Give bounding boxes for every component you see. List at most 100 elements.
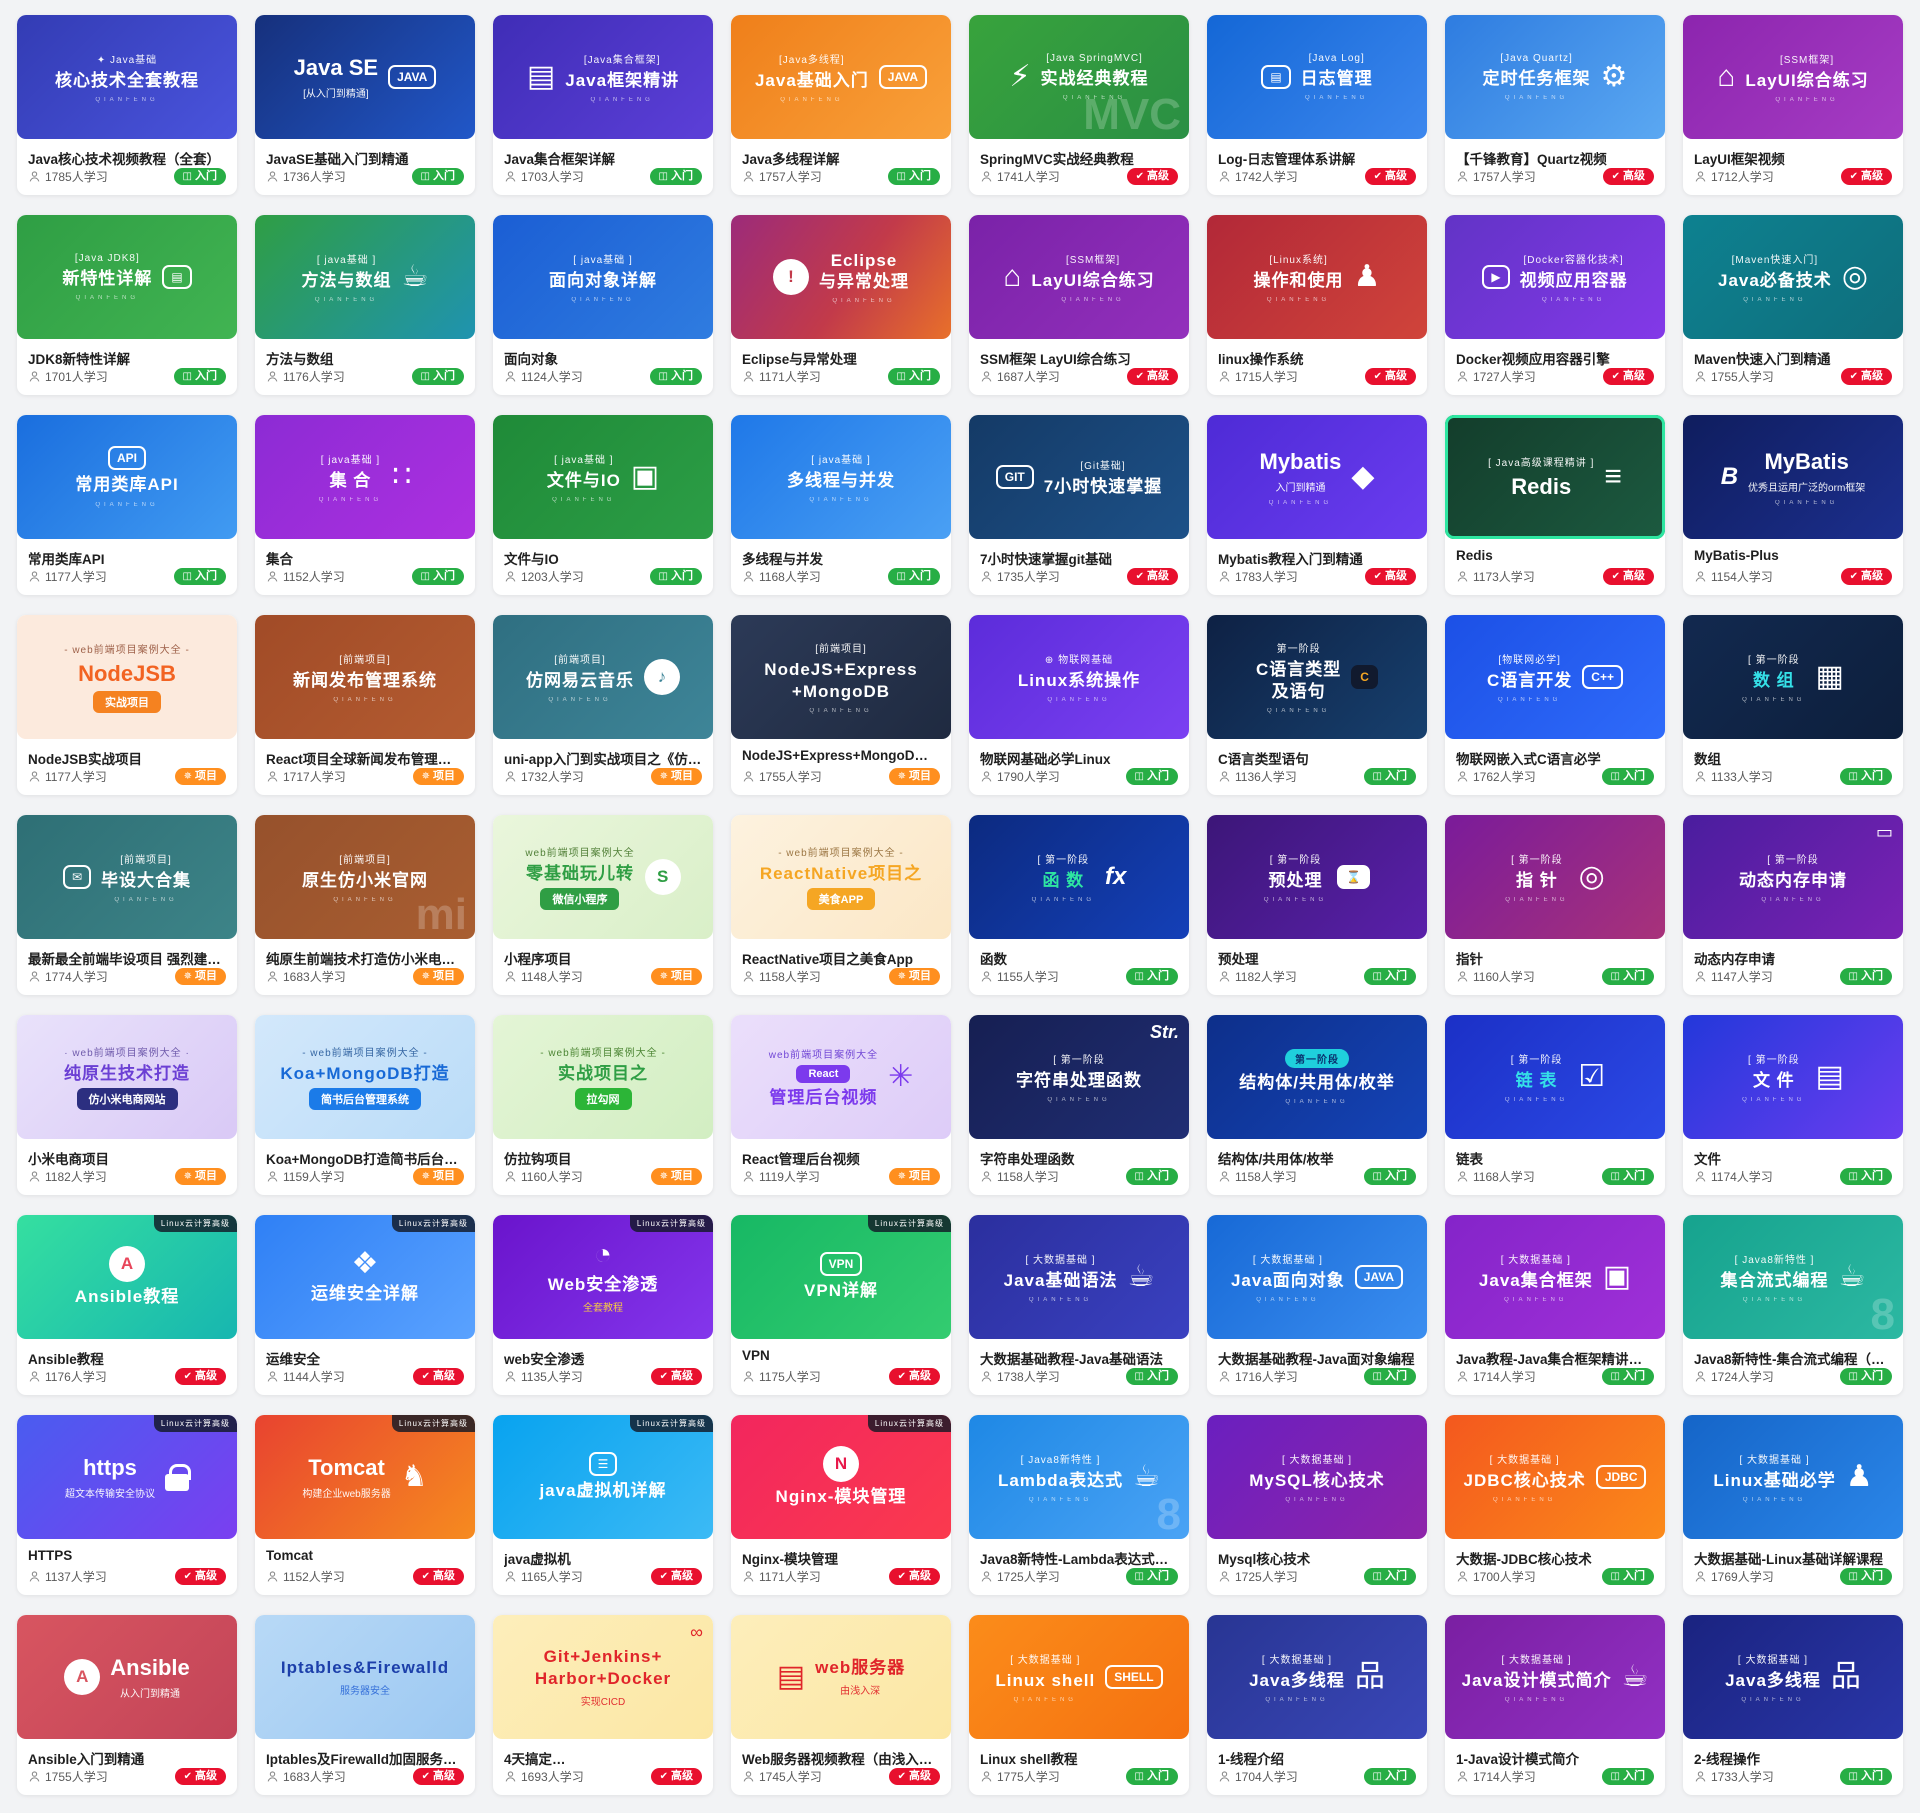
course-thumbnail[interactable]: [ 第一阶段 文 件 QIANFENG ▤ bbox=[1683, 1015, 1903, 1139]
course-thumbnail[interactable]: [ 第一阶段 预处理 QIANFENG ⌛ bbox=[1207, 815, 1427, 939]
course-thumbnail[interactable]: [ 大数据基础 ] JDBC核心技术 QIANFENG JDBC bbox=[1445, 1415, 1665, 1539]
course-thumbnail[interactable]: ✦ Java基础 核心技术全套教程 QIANFENG bbox=[17, 15, 237, 139]
course-title[interactable]: 指针 bbox=[1456, 952, 1483, 967]
course-card[interactable]: Linux云计算高级 N Nginx-模块管理 Nginx-模块管理 bbox=[731, 1415, 951, 1595]
course-card[interactable]: - web前端项目案例大全 - NodeJSB 实战项目 NodeJSB实战项目… bbox=[17, 615, 237, 795]
course-thumbnail[interactable]: Iptables&Firewalld 服务器安全 bbox=[255, 1615, 475, 1739]
course-title[interactable]: Mysql核心技术 bbox=[1218, 1552, 1311, 1567]
course-thumbnail[interactable]: [ java基础 ] 文件与IO QIANFENG ▣ bbox=[493, 415, 713, 539]
course-card[interactable]: [ Java8新特性 ] 集合流式编程 QIANFENG ☕ 8 Java8新特… bbox=[1683, 1215, 1903, 1395]
course-card[interactable]: web前端项目案例大全 零基础玩儿转 微信小程序 S 小程序项目 1148人学习 bbox=[493, 815, 713, 995]
course-title[interactable]: 大数据基础-Linux基础详解课程 bbox=[1694, 1552, 1883, 1567]
course-title[interactable]: Maven快速入门到精通 bbox=[1694, 352, 1831, 367]
course-card[interactable]: [ 大数据基础 ] Java设计模式简介 QIANFENG ☕ 1-Java设计… bbox=[1445, 1615, 1665, 1795]
course-thumbnail[interactable]: [ 大数据基础 ] Java集合框架 QIANFENG ▣ bbox=[1445, 1215, 1665, 1339]
course-title[interactable]: 文件与IO bbox=[504, 552, 559, 567]
course-title[interactable]: 结构体/共用体/枚举 bbox=[1218, 1152, 1334, 1167]
course-card[interactable]: 第一阶段 结构体/共用体/枚举 QIANFENG 结构体/共用体/枚举 1158… bbox=[1207, 1015, 1427, 1195]
course-title[interactable]: MyBatis-Plus bbox=[1694, 548, 1779, 563]
course-title[interactable]: Java多线程详解 bbox=[742, 152, 840, 167]
course-thumbnail[interactable]: [ 大数据基础 ] Java面向对象 QIANFENG JAVA bbox=[1207, 1215, 1427, 1339]
course-card[interactable]: Linux云计算高级 ☰ java虚拟机详解 java虚拟机 bbox=[493, 1415, 713, 1595]
course-title[interactable]: HTTPS bbox=[28, 1548, 73, 1563]
course-card[interactable]: [ java基础 ] 集 合 QIANFENG ∷ 集合 1152人学习 bbox=[255, 415, 475, 595]
course-title[interactable]: 最新最全前端毕设项目 强烈建… bbox=[28, 952, 221, 967]
course-title[interactable]: 纯原生前端技术打造仿小米电商… bbox=[266, 952, 464, 967]
course-card[interactable]: [ java基础 ] 面向对象详解 QIANFENG 面向对象 1124人学习 bbox=[493, 215, 713, 395]
course-title[interactable]: 物联网嵌入式C语言必学 bbox=[1456, 752, 1601, 767]
course-thumbnail[interactable]: [ Java8新特性 ] Lambda表达式 QIANFENG ☕ 8 bbox=[969, 1415, 1189, 1539]
course-thumbnail[interactable]: [Java Quartz] 定时任务框架 QIANFENG ⚙ bbox=[1445, 15, 1665, 139]
course-card[interactable]: ▶ [Docker容器化技术] 视频应用容器 QIANFENG Docker视频… bbox=[1445, 215, 1665, 395]
course-title[interactable]: 1-Java设计模式简介 bbox=[1456, 1752, 1580, 1767]
course-title[interactable]: LayUI框架视频 bbox=[1694, 152, 1785, 167]
course-title[interactable]: web安全渗透 bbox=[504, 1352, 585, 1367]
course-card[interactable]: [ 大数据基础 ] Linux基础必学 QIANFENG ♟ 大数据基础-Lin… bbox=[1683, 1415, 1903, 1595]
course-card[interactable]: - web前端项目案例大全 - Koa+MongoDB打造 简书后台管理系统 K… bbox=[255, 1015, 475, 1195]
course-title[interactable]: 1-线程介绍 bbox=[1218, 1752, 1285, 1767]
course-thumbnail[interactable]: ⚡ [Java SpringMVC] 实战经典教程 QIANFENG MVC bbox=[969, 15, 1189, 139]
course-thumbnail[interactable]: - web前端项目案例大全 - 实战项目之 拉勾网 bbox=[493, 1015, 713, 1139]
course-card[interactable]: [ 第一阶段 指 针 QIANFENG ◎ 指针 1160人学习 bbox=[1445, 815, 1665, 995]
course-card[interactable]: [ 大数据基础 ] Java集合框架 QIANFENG ▣ Java教程-Jav… bbox=[1445, 1215, 1665, 1395]
course-title[interactable]: Java8新特性-集合流式编程（… bbox=[1694, 1352, 1885, 1367]
course-thumbnail[interactable]: web前端项目案例大全 React 管理后台视频 ✳ bbox=[731, 1015, 951, 1139]
course-card[interactable]: [Java JDK8] 新特性详解 QIANFENG ▤ JDK8新特性详解 1… bbox=[17, 215, 237, 395]
course-title[interactable]: NodeJSB实战项目 bbox=[28, 752, 143, 767]
course-title[interactable]: java虚拟机 bbox=[504, 1552, 571, 1567]
course-thumbnail[interactable]: [ 大数据基础 ] Linux shell QIANFENG SHELL bbox=[969, 1615, 1189, 1739]
course-card[interactable]: API 常用类库API QIANFENG 常用类库API 1177人学习 bbox=[17, 415, 237, 595]
course-card[interactable]: ✉ [前端项目] 毕设大合集 QIANFENG 最新最全前端毕设项目 强烈建… bbox=[17, 815, 237, 995]
course-card[interactable]: [ java基础 ] 方法与数组 QIANFENG ☕ 方法与数组 1176人学… bbox=[255, 215, 475, 395]
course-thumbnail[interactable]: [ 第一阶段 指 针 QIANFENG ◎ bbox=[1445, 815, 1665, 939]
course-card[interactable]: [前端项目] 仿网易云音乐 QIANFENG ♪ uni-app入门到实战项目之… bbox=[493, 615, 713, 795]
course-title[interactable]: SSM框架 LayUI综合练习 bbox=[980, 352, 1131, 367]
course-title[interactable]: 集合 bbox=[266, 552, 293, 567]
course-title[interactable]: Java核心技术视频教程（全套） bbox=[28, 152, 221, 167]
course-card[interactable]: [前端项目] 新闻发布管理系统 QIANFENG React项目全球新闻发布管理… bbox=[255, 615, 475, 795]
course-thumbnail[interactable]: [ 大数据基础 ] Java多线程 QIANFENG 品 bbox=[1683, 1615, 1903, 1739]
course-thumbnail[interactable]: [前端项目] NodeJS+Express +MongoDB QIANFENG bbox=[731, 615, 951, 739]
course-card[interactable]: Iptables&Firewalld 服务器安全 Iptables及Firewa… bbox=[255, 1615, 475, 1795]
course-card[interactable]: [ 第一阶段 链 表 QIANFENG ☑ 链表 1168人学习 bbox=[1445, 1015, 1665, 1195]
course-card[interactable]: ▤ [Java集合框架] Java框架精讲 QIANFENG Java集合框架详… bbox=[493, 15, 713, 195]
course-title[interactable]: Eclipse与异常处理 bbox=[742, 352, 857, 367]
course-title[interactable]: Java教程-Java集合框架精讲（… bbox=[1456, 1352, 1654, 1367]
course-title[interactable]: React管理后台视频 bbox=[742, 1152, 860, 1167]
course-title[interactable]: 多线程与并发 bbox=[742, 552, 823, 567]
course-card[interactable]: [ 大数据基础 ] Java基础语法 QIANFENG ☕ 大数据基础教程-Ja… bbox=[969, 1215, 1189, 1395]
course-title[interactable]: Nginx-模块管理 bbox=[742, 1552, 838, 1567]
course-card[interactable]: A Ansible 从入门到精通 Ansible入门到精通 bbox=[17, 1615, 237, 1795]
course-thumbnail[interactable]: [ Java8新特性 ] 集合流式编程 QIANFENG ☕ 8 bbox=[1683, 1215, 1903, 1339]
course-title[interactable]: JavaSE基础入门到精通 bbox=[266, 152, 409, 167]
course-thumbnail[interactable]: [前端项目] 仿网易云音乐 QIANFENG ♪ bbox=[493, 615, 713, 739]
course-thumbnail[interactable]: Linux云计算高级 Tomcat 构建企业web服务器 ♞ bbox=[255, 1415, 475, 1539]
course-card[interactable]: Linux云计算高级 A Ansible教程 Ansible教程 bbox=[17, 1215, 237, 1395]
course-thumbnail[interactable]: Linux云计算高级 N Nginx-模块管理 bbox=[731, 1415, 951, 1539]
course-thumbnail[interactable]: Linux云计算高级 ☰ java虚拟机详解 bbox=[493, 1415, 713, 1539]
course-thumbnail[interactable]: [ java基础 ] 多线程与并发 QIANFENG bbox=[731, 415, 951, 539]
course-thumbnail[interactable]: ▤ [Java Log] 日志管理 QIANFENG bbox=[1207, 15, 1427, 139]
course-title[interactable]: Ansible入门到精通 bbox=[28, 1752, 145, 1767]
course-card[interactable]: [ 第一阶段 动态内存申请 QIANFENG ▭ 动态内存申请 1147人学习 bbox=[1683, 815, 1903, 995]
course-title[interactable]: uni-app入门到实战项目之《仿… bbox=[504, 752, 702, 767]
course-thumbnail[interactable]: · web前端项目案例大全 · 纯原生技术打造 仿小米电商网站 bbox=[17, 1015, 237, 1139]
course-title[interactable]: 数组 bbox=[1694, 752, 1721, 767]
course-card[interactable]: - web前端项目案例大全 - 实战项目之 拉勾网 仿拉钩项目 1160人学习 bbox=[493, 1015, 713, 1195]
course-thumbnail[interactable]: [ 大数据基础 ] MySQL核心技术 QIANFENG bbox=[1207, 1415, 1427, 1539]
course-title[interactable]: Java集合框架详解 bbox=[504, 152, 616, 167]
course-thumbnail[interactable]: B MyBatis 优秀且运用广泛的orm框架 QIANFENG bbox=[1683, 415, 1903, 539]
course-title[interactable]: Log-日志管理体系讲解 bbox=[1218, 152, 1356, 167]
course-title[interactable]: Iptables及Firewalld加固服务… bbox=[266, 1752, 457, 1767]
course-thumbnail[interactable]: ▤ web服务器 由浅入深 bbox=[731, 1615, 951, 1739]
course-title[interactable]: 动态内存申请 bbox=[1694, 952, 1775, 967]
course-thumbnail[interactable]: [ 大数据基础 ] Java基础语法 QIANFENG ☕ bbox=[969, 1215, 1189, 1339]
course-thumbnail[interactable]: Linux云计算高级 VPN VPN详解 bbox=[731, 1215, 951, 1339]
course-thumbnail[interactable]: [前端项目] 新闻发布管理系统 QIANFENG bbox=[255, 615, 475, 739]
course-thumbnail[interactable]: Mybatis 入门到精通 QIANFENG ◆ bbox=[1207, 415, 1427, 539]
course-card[interactable]: [ 第一阶段 数 组 QIANFENG ▦ 数组 1133人学习 bbox=[1683, 615, 1903, 795]
course-thumbnail[interactable]: [ java基础 ] 面向对象详解 QIANFENG bbox=[493, 215, 713, 339]
course-thumbnail[interactable]: GIT [Git基础] 7小时快速掌握 bbox=[969, 415, 1189, 539]
course-card[interactable]: [ 大数据基础 ] MySQL核心技术 QIANFENG Mysql核心技术 1… bbox=[1207, 1415, 1427, 1595]
course-card[interactable]: Java SE [从入门到精通] JAVA JavaSE基础入门到精通 1736… bbox=[255, 15, 475, 195]
